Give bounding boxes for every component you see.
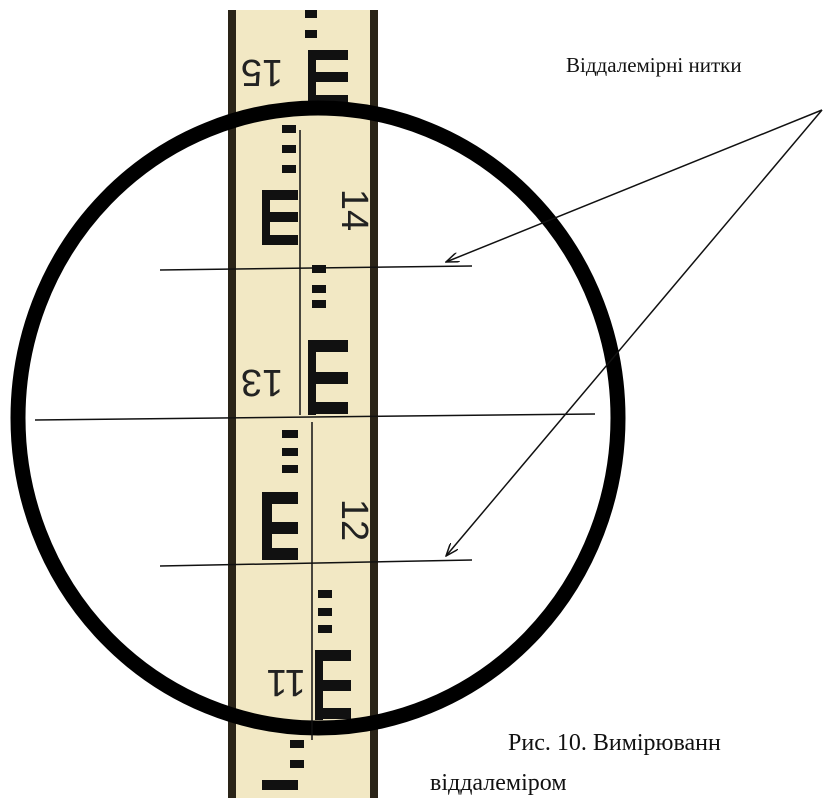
rod-number: 13 bbox=[241, 361, 283, 403]
page: 15 14 13 12 11 Віддалемірні нитки Рис. 10. В… bbox=[0, 0, 833, 798]
rod-number: 11 bbox=[266, 661, 305, 703]
rod-number: 12 bbox=[333, 499, 375, 541]
leveling-rod: 15 14 13 12 11 bbox=[228, 10, 378, 798]
rod-number: 15 bbox=[241, 51, 283, 93]
caption-line: Рис. 10. Вимірюванн bbox=[508, 730, 721, 756]
callout-label: Віддалемірні нитки bbox=[566, 53, 742, 77]
caption-line: віддалеміром bbox=[430, 770, 567, 796]
figure: 15 14 13 12 11 Віддалемірні нитки Рис. 10. В… bbox=[0, 0, 833, 798]
arrow bbox=[446, 110, 822, 262]
rod-number: 14 bbox=[333, 189, 375, 231]
